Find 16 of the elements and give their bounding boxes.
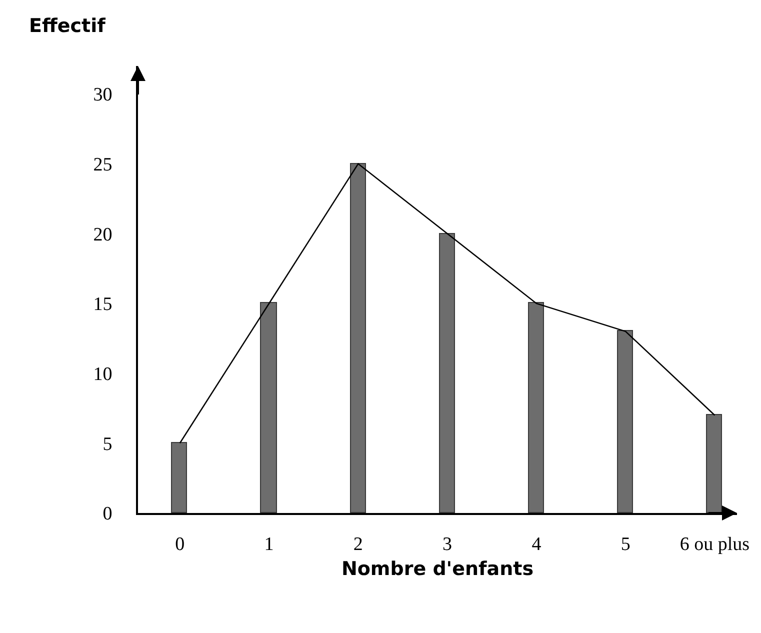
x-tick-label: 4 (532, 534, 542, 555)
y-axis-title: Effectif (29, 15, 106, 37)
y-tick-label: 30 (93, 84, 112, 106)
x-tick-label: 2 (353, 534, 363, 555)
x-tick-label: 1 (264, 534, 274, 555)
x-axis-title: Nombre d'enfants (341, 558, 534, 580)
x-tick-label: 5 (620, 534, 630, 555)
x-tick-label: 3 (442, 534, 452, 555)
y-tick-label: 25 (93, 154, 112, 176)
y-tick-label: 5 (102, 434, 112, 455)
x-tick-label: 6 ou plus (680, 534, 750, 555)
y-tick-label: 0 (102, 504, 112, 525)
y-tick-label: 15 (93, 294, 112, 316)
x-tick-label: 0 (175, 534, 185, 555)
y-tick-label: 10 (93, 364, 112, 385)
y-tick-label: 20 (93, 224, 112, 246)
